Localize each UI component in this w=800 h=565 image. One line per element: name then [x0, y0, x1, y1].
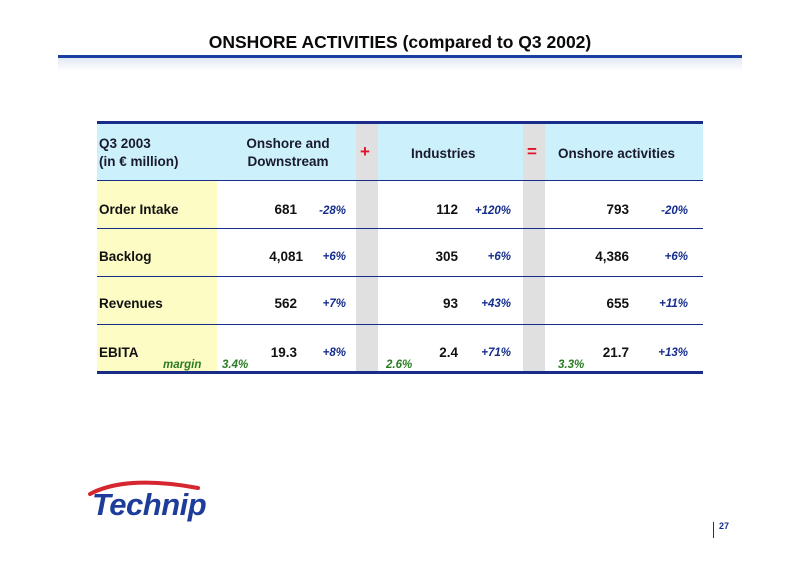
row-divider	[97, 324, 703, 325]
table-header-background	[97, 122, 703, 180]
table-bottom-border	[97, 371, 703, 374]
value-onshore-activities: 793	[606, 202, 629, 217]
row-label-backlog: Backlog	[99, 249, 152, 264]
row-label-ebita: EBITA	[99, 345, 139, 360]
value-onshore-activities: 4,386	[595, 249, 629, 264]
change-onshore-activities: -20%	[661, 205, 688, 217]
change-industries: +71%	[481, 347, 511, 359]
operator-column-plus	[356, 122, 378, 372]
period-header-line2: (in € million)	[99, 154, 179, 169]
value-onshore-downstream: 681	[274, 202, 297, 217]
change-onshore-downstream: +6%	[322, 251, 346, 263]
column-header-onshore-activities: Onshore activities	[558, 146, 676, 161]
change-onshore-activities: +11%	[659, 298, 688, 310]
column-header-industries: Industries	[411, 146, 476, 161]
change-industries: +43%	[481, 298, 511, 310]
value-onshore-activities: 655	[606, 296, 629, 311]
value-onshore-downstream: 19.3	[270, 345, 297, 360]
plus-operator: +	[360, 142, 370, 161]
row-divider	[97, 180, 703, 181]
row-divider	[97, 276, 703, 277]
company-logo: Technip	[92, 487, 207, 522]
period-header-line1: Q3 2003	[99, 136, 151, 151]
column-header-line1: Onshore and	[246, 136, 330, 151]
logo-swoosh-icon	[88, 480, 200, 496]
value-industries: 305	[435, 249, 458, 264]
change-industries: +120%	[474, 205, 511, 217]
row-label-revenues: Revenues	[99, 296, 163, 311]
column-header-line2: Downstream	[247, 154, 329, 169]
title-underline-shadow	[58, 57, 742, 71]
page-number: 27	[719, 521, 730, 531]
margin-onshore-activities: 3.3%	[558, 359, 585, 371]
column-header-onshore-downstream: Onshore and Downstream	[240, 135, 336, 171]
value-industries: 93	[442, 296, 458, 311]
row-label-order-intake: Order Intake	[99, 202, 179, 217]
change-onshore-activities: +6%	[664, 251, 688, 263]
value-onshore-activities: 21.7	[602, 345, 629, 360]
margin-label: margin	[163, 359, 202, 371]
value-onshore-downstream: 562	[274, 296, 297, 311]
period-header: Q3 2003 (in € million)	[99, 135, 179, 171]
value-industries: 112	[436, 202, 458, 217]
operator-column-equals	[523, 122, 545, 372]
table-top-border	[97, 121, 703, 124]
title-underline	[58, 55, 742, 58]
row-divider	[97, 228, 703, 229]
page-number-divider	[713, 522, 714, 538]
change-onshore-downstream: -28%	[319, 205, 346, 217]
equals-operator: =	[527, 142, 537, 161]
change-industries: +6%	[487, 251, 511, 263]
margin-industries: 2.6%	[386, 359, 413, 371]
change-onshore-activities: +13%	[658, 347, 688, 359]
slide-title: ONSHORE ACTIVITIES (compared to Q3 2002)	[208, 32, 592, 52]
change-onshore-downstream: +8%	[322, 347, 346, 359]
change-onshore-downstream: +7%	[322, 298, 346, 310]
margin-onshore-downstream: 3.4%	[222, 359, 249, 371]
value-industries: 2.4	[439, 345, 458, 360]
value-onshore-downstream: 4,081	[269, 249, 303, 264]
